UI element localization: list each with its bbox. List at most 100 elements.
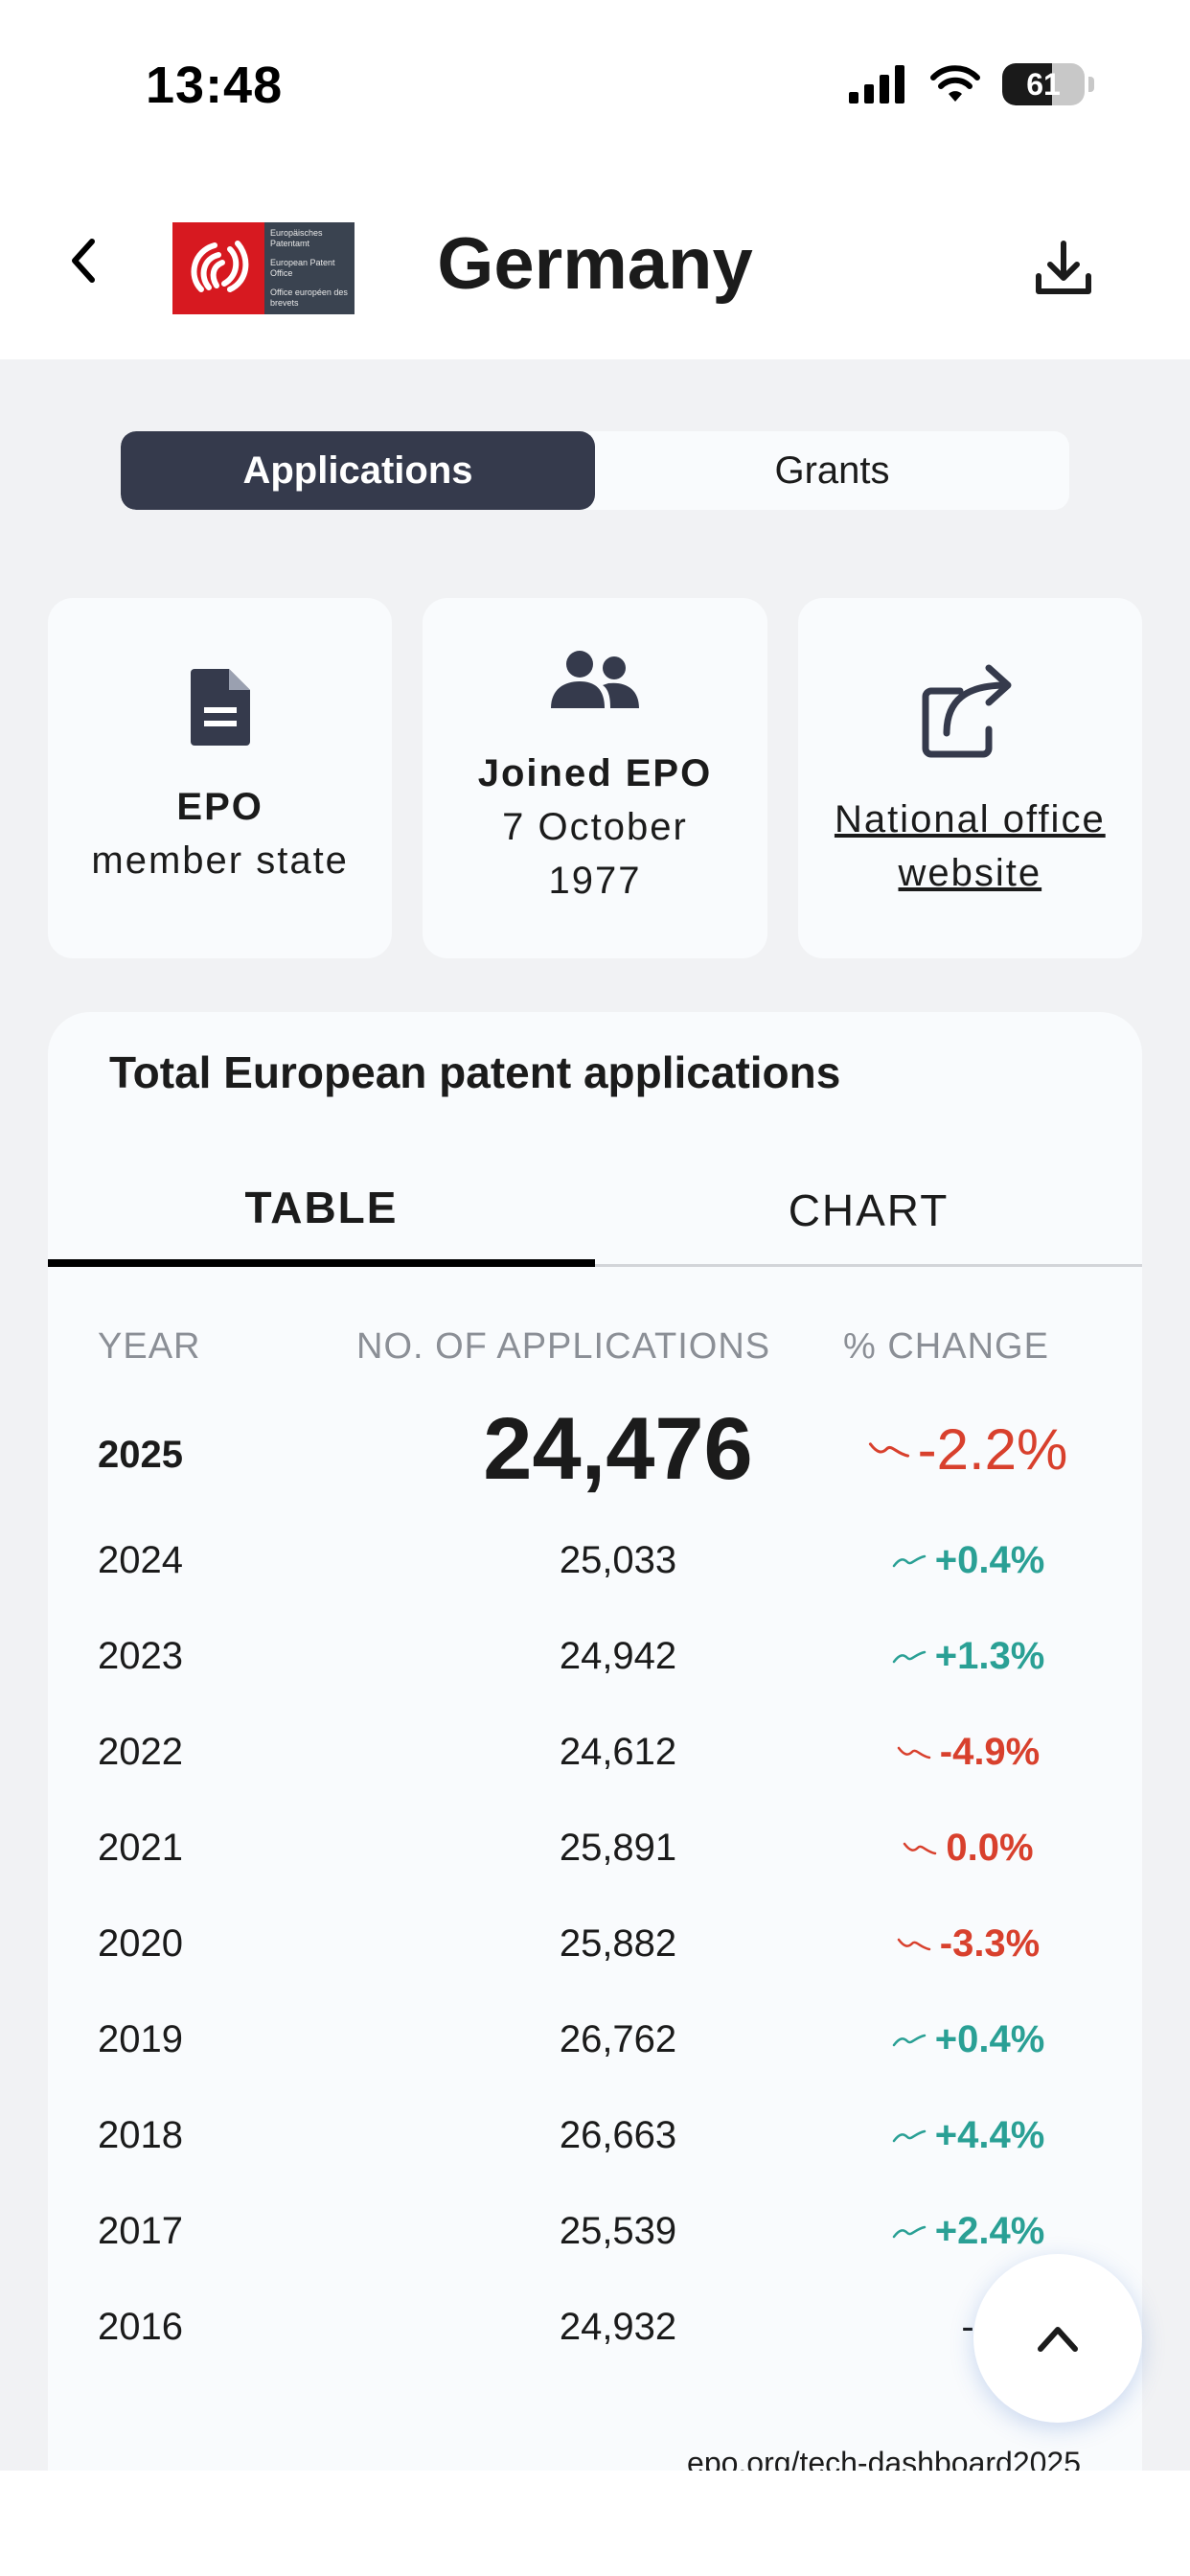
wifi-icon bbox=[930, 65, 980, 102]
download-icon bbox=[1036, 241, 1091, 294]
table-row: 2017 25,539 +2.4% bbox=[48, 2183, 1142, 2279]
cell-applications: 25,539 bbox=[559, 2210, 677, 2252]
header: Europäisches Patentamt European Patent O… bbox=[0, 172, 1190, 359]
national-office-link-line1[interactable]: National office bbox=[834, 798, 1106, 840]
cell-change: -2.2% bbox=[824, 1416, 1111, 1483]
change-value: +2.4% bbox=[934, 2210, 1045, 2252]
cell-year: 2016 bbox=[98, 2306, 183, 2348]
column-header-applications: NO. OF APPLICATIONS bbox=[356, 1326, 771, 1367]
battery-fill bbox=[1002, 63, 1053, 105]
change-value: -3.3% bbox=[939, 1922, 1041, 1965]
battery-icon: 61 bbox=[1002, 63, 1085, 105]
table-row: 2020 25,882 -3.3% bbox=[48, 1896, 1142, 1991]
member-card-title: EPO bbox=[176, 786, 263, 828]
logo-text-de: Europäisches Patentamt bbox=[270, 228, 323, 248]
segment-grants[interactable]: Grants bbox=[774, 448, 890, 492]
change-value: +4.4% bbox=[934, 2114, 1045, 2156]
cell-change: +0.4% bbox=[824, 1539, 1111, 1582]
change-value: +1.3% bbox=[934, 1635, 1045, 1677]
table-row: 2018 26,663 +4.4% bbox=[48, 2087, 1142, 2183]
cell-applications: 24,932 bbox=[559, 2306, 677, 2348]
table-row: 2025 24,476 -2.2% bbox=[48, 1399, 1142, 1514]
logo-text-en: European Patent Office bbox=[270, 258, 335, 278]
national-office-link-line2[interactable]: website bbox=[898, 852, 1042, 894]
tab-chart[interactable]: CHART bbox=[788, 1184, 950, 1235]
epo-emblem-icon bbox=[191, 241, 249, 292]
cell-year: 2021 bbox=[98, 1827, 183, 1869]
epo-logo-text: Europäisches Patentamt European Patent O… bbox=[264, 222, 355, 314]
change-value: -2.2% bbox=[917, 1417, 1068, 1482]
cell-change: -4.9% bbox=[824, 1731, 1111, 1774]
battery-level: 61 bbox=[1026, 66, 1061, 102]
cell-applications: 24,942 bbox=[559, 1635, 677, 1677]
table-row: 2022 24,612 -4.9% bbox=[48, 1704, 1142, 1800]
table-row: 2024 25,033 +0.4% bbox=[48, 1512, 1142, 1608]
trend-down-icon bbox=[904, 1842, 937, 1854]
segment-applications[interactable]: Applications bbox=[121, 431, 595, 510]
page-title: Germany bbox=[437, 223, 753, 305]
scroll-to-top-button[interactable] bbox=[973, 2254, 1142, 2423]
cell-year: 2018 bbox=[98, 2114, 183, 2156]
cell-change: 0.0% bbox=[824, 1827, 1111, 1870]
trend-up-icon bbox=[892, 2034, 926, 2046]
panel-title: Total European patent applications bbox=[109, 1047, 841, 1097]
trend-down-icon bbox=[897, 1938, 930, 1950]
logo-text-fr: Office européen des brevets bbox=[270, 288, 348, 308]
joined-card-year: 1977 bbox=[548, 860, 642, 902]
document-icon bbox=[190, 669, 250, 746]
cell-applications: 24,612 bbox=[559, 1731, 677, 1773]
table-row: 2021 25,891 0.0% bbox=[48, 1800, 1142, 1896]
info-cards: EPO member state Joined EPO 7 October 19… bbox=[48, 598, 1142, 958]
view-tabs: TABLE CHART bbox=[48, 1156, 1142, 1267]
national-office-card[interactable]: National office website bbox=[797, 598, 1142, 958]
cell-change: -3.3% bbox=[824, 1922, 1111, 1966]
column-header-change: % CHANGE bbox=[843, 1326, 1049, 1367]
trend-down-icon bbox=[868, 1441, 909, 1458]
table-row: 2016 24,932 - bbox=[48, 2279, 1142, 2375]
cell-year: 2024 bbox=[98, 1539, 183, 1581]
table-row: 2023 24,942 +1.3% bbox=[48, 1608, 1142, 1704]
cell-applications: 25,882 bbox=[559, 1922, 677, 1965]
status-bar: 13:48 61 bbox=[0, 0, 1190, 172]
battery-cap bbox=[1088, 77, 1094, 92]
download-button[interactable] bbox=[1033, 238, 1094, 299]
joined-card-date: 7 October bbox=[502, 806, 688, 848]
change-value: +0.4% bbox=[934, 1539, 1045, 1581]
cell-change: +0.4% bbox=[824, 2018, 1111, 2061]
tab-table[interactable]: TABLE bbox=[48, 1156, 595, 1267]
cell-applications: 25,891 bbox=[559, 1827, 677, 1869]
epo-logo: Europäisches Patentamt European Patent O… bbox=[172, 222, 355, 314]
cell-year: 2022 bbox=[98, 1731, 183, 1773]
joined-epo-card: Joined EPO 7 October 1977 bbox=[423, 598, 767, 958]
cell-year: 2020 bbox=[98, 1922, 183, 1965]
share-external-icon bbox=[922, 664, 1012, 758]
trend-up-icon bbox=[892, 1554, 926, 1567]
status-icons: 61 bbox=[849, 63, 1094, 105]
chevron-left-icon bbox=[72, 239, 95, 283]
cell-change: - bbox=[824, 2306, 1111, 2349]
chevron-up-icon bbox=[1038, 2327, 1078, 2352]
trend-down-icon bbox=[897, 1746, 930, 1759]
cell-applications: 25,033 bbox=[559, 1539, 677, 1581]
cell-year: 2017 bbox=[98, 2210, 183, 2252]
change-value: +0.4% bbox=[934, 2018, 1045, 2060]
change-value: 0.0% bbox=[946, 1827, 1034, 1869]
change-value: - bbox=[961, 2306, 974, 2348]
back-button[interactable] bbox=[57, 236, 107, 286]
change-value: -4.9% bbox=[939, 1731, 1041, 1773]
member-card-text: member state bbox=[91, 840, 349, 882]
segmented-control: Applications Grants bbox=[121, 431, 1069, 510]
column-header-year: YEAR bbox=[98, 1326, 201, 1367]
epo-logo-mark bbox=[172, 222, 264, 314]
cell-year: 2019 bbox=[98, 2018, 183, 2060]
cellular-signal-icon bbox=[849, 65, 904, 104]
member-state-card: EPO member state bbox=[48, 598, 393, 958]
trend-up-icon bbox=[892, 1650, 926, 1663]
cell-change: +1.3% bbox=[824, 1635, 1111, 1678]
cell-change: +4.4% bbox=[824, 2114, 1111, 2157]
cell-applications: 24,476 bbox=[483, 1400, 753, 1498]
cell-year: 2025 bbox=[98, 1434, 183, 1476]
table-row: 2019 26,762 +0.4% bbox=[48, 1991, 1142, 2087]
cell-year: 2023 bbox=[98, 1635, 183, 1677]
trend-up-icon bbox=[892, 2225, 926, 2238]
